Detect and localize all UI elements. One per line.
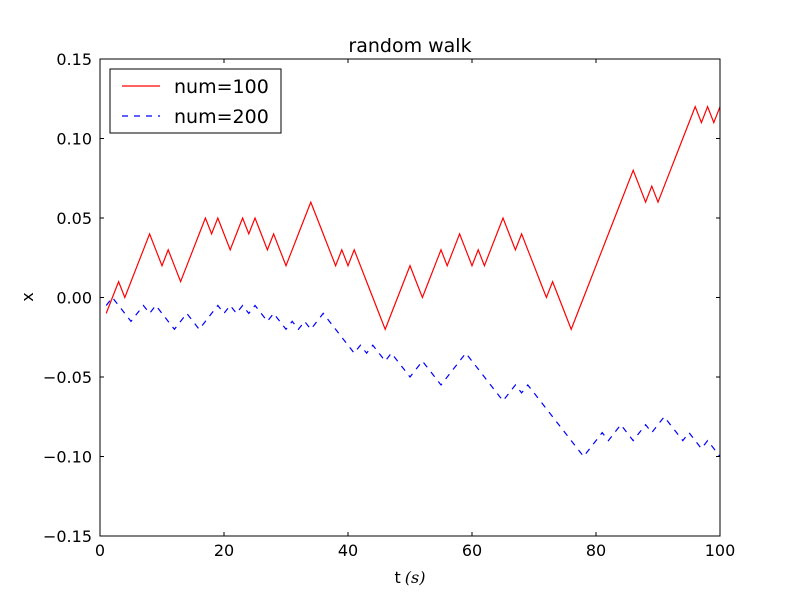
legend: num=100 num=200 (109, 68, 282, 134)
x-tick-label: 0 (95, 541, 105, 560)
series-line-num-200 (105, 296, 721, 458)
legend-frame (109, 68, 282, 134)
x-tick-label: 80 (586, 541, 606, 560)
x-tick-label: 20 (214, 541, 234, 560)
legend-label-num-100: num=100 (174, 76, 269, 98)
series-layer (105, 105, 721, 458)
y-axis-label: x (18, 292, 37, 301)
x-axis-label: t (s) (395, 568, 426, 587)
y-tick-label: 0.10 (56, 130, 92, 149)
x-tick-label: 40 (338, 541, 358, 560)
x-axis-label-text: t (395, 568, 401, 587)
y-tick-label: −0.15 (43, 527, 92, 546)
plot-frame (99, 58, 721, 537)
x-tick-label: 100 (705, 541, 736, 560)
y-tick-label: −0.05 (43, 368, 92, 387)
legend-label-num-200: num=200 (174, 106, 269, 128)
y-tick-label: 0.15 (56, 50, 92, 69)
y-tick-label: −0.10 (43, 448, 92, 467)
ticks-layer: 0 20 40 60 80 100 −0.15 −0.10 −0.05 0.00 0.05 0.10 0… (43, 50, 735, 560)
y-tick-label: 0.05 (56, 209, 92, 228)
plot-area (100, 59, 720, 536)
x-axis-label-unit: (s) (405, 568, 426, 587)
x-tick-label: 60 (462, 541, 482, 560)
chart-title: random walk (348, 35, 471, 57)
series-line-num-100 (105, 105, 721, 331)
y-tick-label: 0.00 (56, 289, 92, 308)
